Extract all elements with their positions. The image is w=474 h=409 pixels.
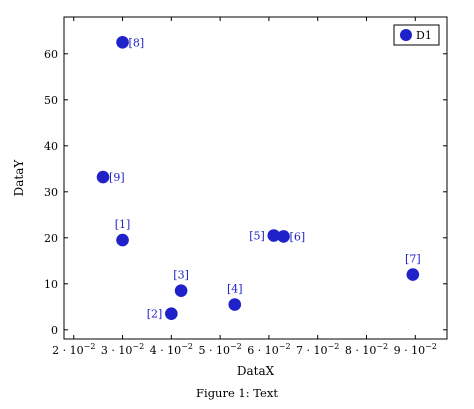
y-axis-label: DataY: [12, 159, 26, 197]
point-label: [7]: [405, 253, 421, 266]
y-tick-label: 50: [44, 94, 58, 107]
legend-marker: [400, 29, 412, 41]
x-tick-label: 3 · 10−2: [101, 342, 144, 357]
legend: D1: [393, 24, 440, 46]
x-tick-label: 7 · 10−2: [296, 342, 339, 357]
data-point: [267, 229, 281, 242]
x-axis-label: DataX: [237, 364, 275, 378]
point-label: [9]: [109, 171, 125, 184]
point-label: [6]: [290, 230, 306, 243]
data-point: [96, 170, 110, 184]
data-point: [228, 298, 242, 311]
y-tick-label: 20: [44, 232, 58, 245]
data-point: [116, 233, 129, 247]
x-tick-label: 9 · 10−2: [394, 342, 437, 357]
data-point: [406, 268, 420, 281]
point-label: [3]: [173, 269, 189, 282]
point-label: [1]: [115, 218, 131, 231]
x-tick-label: 8 · 10−2: [345, 342, 388, 357]
x-tick-label: 2 · 10−2: [52, 342, 95, 357]
y-axis-ticks: 0 10 20 30 40 50 60: [44, 48, 447, 337]
data-points: [96, 36, 420, 321]
y-tick-label: 30: [44, 186, 58, 199]
point-label: [8]: [129, 36, 145, 49]
point-label: [2]: [147, 308, 163, 321]
data-point: [277, 230, 290, 243]
y-tick-label: 40: [44, 140, 58, 153]
point-label: [5]: [249, 230, 265, 243]
figure-caption: Figure 1: Text: [196, 386, 278, 400]
x-tick-label: 4 · 10−2: [150, 342, 193, 357]
y-tick-label: 10: [44, 278, 58, 291]
data-point: [165, 307, 178, 321]
y-tick-label: 0: [51, 324, 58, 337]
plot-frame: [63, 16, 448, 340]
data-point: [174, 284, 188, 298]
legend-entry-d1: D1: [416, 29, 432, 42]
point-labels: [1] [2] [3] [4] [5] [6] [7] [8] [9]: [109, 36, 421, 320]
x-axis-ticks: 2 · 10−2 3 · 10−2 4 · 10−2 5 · 10−2 6 · 10−2…: [52, 17, 437, 357]
x-tick-label: 5 · 10−2: [198, 342, 241, 357]
data-point: [116, 36, 129, 49]
y-tick-label: 60: [44, 48, 58, 61]
x-tick-label: 6 · 10−2: [247, 342, 290, 357]
point-label: [4]: [227, 283, 243, 296]
